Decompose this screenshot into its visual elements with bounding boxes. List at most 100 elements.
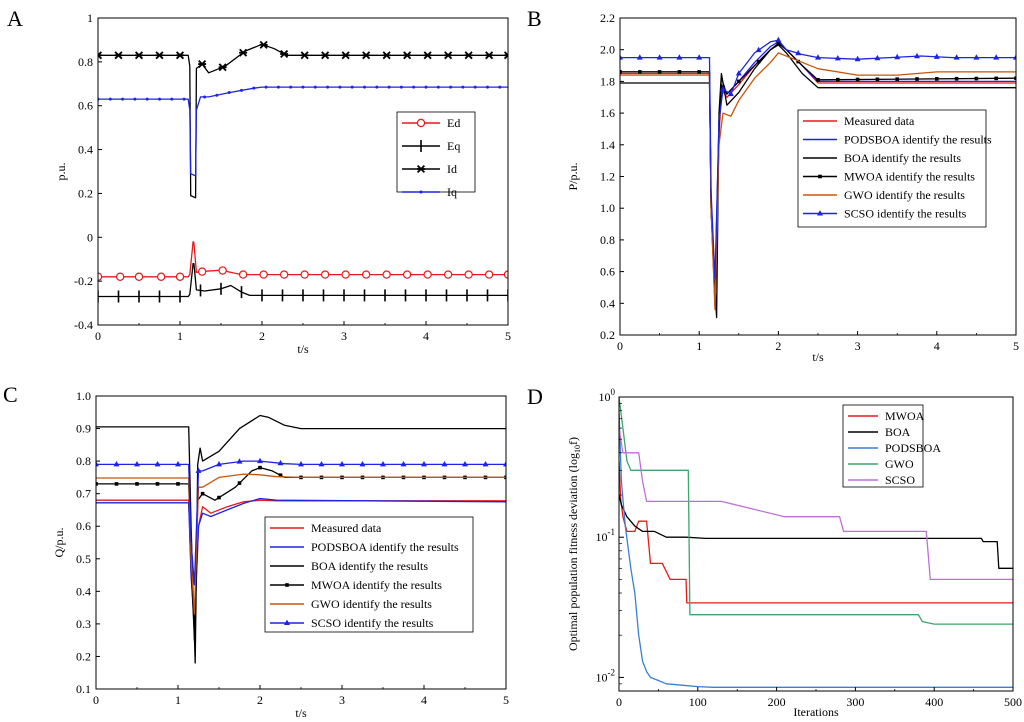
series-line bbox=[619, 427, 1013, 581]
x-tick-label: 3 bbox=[341, 329, 347, 343]
legend-label: SCSO bbox=[885, 473, 915, 487]
series-marker bbox=[276, 85, 280, 89]
series-marker bbox=[399, 85, 403, 89]
series-marker bbox=[421, 460, 427, 467]
x-tick-label: 5 bbox=[505, 329, 511, 343]
legend-label: PODSBOA identify the results bbox=[311, 540, 459, 554]
series-marker bbox=[796, 59, 800, 64]
series-marker bbox=[215, 93, 219, 97]
legend-label: GWO bbox=[885, 457, 914, 471]
legend-marker bbox=[416, 164, 426, 174]
legend: Ed Eq Id Iq bbox=[396, 111, 476, 199]
series-marker bbox=[403, 51, 412, 60]
series-marker bbox=[1013, 54, 1016, 60]
y-tick-label: 1.8 bbox=[600, 74, 615, 88]
series-marker bbox=[994, 76, 998, 81]
series-marker bbox=[359, 460, 366, 467]
y-tick-label: 1.4 bbox=[600, 138, 615, 152]
series-marker bbox=[338, 85, 342, 89]
y-tick-label: 100 bbox=[599, 387, 616, 404]
series-mwoa bbox=[619, 460, 1013, 604]
y-tick-label: 0.6 bbox=[78, 99, 93, 113]
series-line bbox=[96, 460, 506, 586]
x-tick-label: 1 bbox=[177, 329, 183, 343]
legend-entry: GWO identify the results bbox=[270, 597, 432, 611]
y-tick-label: 0.6 bbox=[600, 265, 615, 279]
series-gwo bbox=[619, 397, 1013, 625]
legend-label: MWOA bbox=[885, 409, 925, 423]
legend-entry: PODSBOA identify the results bbox=[803, 133, 992, 147]
series-marker bbox=[300, 270, 309, 279]
chart-panel-d: 0 100 200 300 400 500 10-2 10-1 100 Iterations Opt… bbox=[566, 387, 1022, 719]
legend-marker bbox=[818, 174, 822, 179]
x-tick-label: 300 bbox=[846, 695, 864, 709]
x-tick-label: 200 bbox=[768, 695, 786, 709]
y-axis-label: p.u. bbox=[54, 163, 68, 181]
series-marker bbox=[484, 270, 494, 279]
series-marker bbox=[874, 54, 881, 61]
series-marker bbox=[375, 85, 379, 89]
series-boa bbox=[619, 494, 1013, 569]
series-marker bbox=[298, 460, 304, 467]
series-marker bbox=[258, 465, 262, 470]
series-marker bbox=[227, 91, 231, 95]
series-marker bbox=[914, 52, 920, 59]
panel-letter-b: B bbox=[527, 6, 542, 31]
x-axis-label: Iterations bbox=[793, 705, 839, 719]
series-eq bbox=[98, 262, 508, 303]
y-tick-label: 0.2 bbox=[600, 328, 615, 342]
series-marker bbox=[203, 95, 207, 99]
y-axis-label: Q/p.u. bbox=[52, 528, 66, 558]
series-line bbox=[620, 52, 1016, 311]
legend-label: Iq bbox=[447, 185, 457, 199]
series-scso bbox=[96, 457, 506, 586]
legend-entry: PODSBOA bbox=[848, 441, 941, 455]
series-marker bbox=[156, 272, 166, 281]
series-marker bbox=[895, 77, 899, 81]
series-marker bbox=[656, 54, 663, 60]
y-tick-label: 0 bbox=[87, 230, 93, 244]
series-marker bbox=[264, 85, 268, 89]
legend-label: BOA identify the results bbox=[311, 559, 428, 573]
series-line bbox=[619, 397, 1013, 625]
y-tick-label: 0.5 bbox=[76, 552, 91, 566]
series-marker bbox=[98, 51, 103, 60]
legend-box bbox=[797, 109, 987, 228]
legend-label: Id bbox=[447, 162, 457, 176]
series-marker bbox=[289, 85, 293, 89]
series-marker bbox=[657, 70, 662, 74]
series-marker bbox=[113, 460, 120, 467]
series-marker bbox=[236, 458, 243, 464]
legend: Measured data PODSBOA identify the result… bbox=[264, 516, 474, 633]
y-tick-label: 0.9 bbox=[76, 422, 91, 436]
series-marker bbox=[993, 54, 1000, 60]
y-tick-label: 1.0 bbox=[600, 201, 615, 215]
series-marker bbox=[134, 272, 144, 281]
panel-letter-a: A bbox=[7, 6, 23, 31]
legend-entry: MWOA bbox=[848, 409, 925, 423]
series-marker bbox=[300, 51, 309, 60]
series-marker bbox=[301, 85, 305, 89]
series-marker bbox=[449, 85, 453, 89]
series-marker bbox=[696, 54, 703, 60]
series-marker bbox=[382, 270, 391, 279]
series-marker bbox=[974, 76, 979, 81]
series-marker bbox=[176, 482, 180, 486]
series-marker bbox=[498, 85, 502, 89]
series-line bbox=[619, 494, 1013, 569]
series-marker bbox=[145, 97, 149, 101]
y-tick-label: 0.4 bbox=[600, 296, 615, 310]
legend-marker bbox=[416, 118, 426, 128]
series-marker bbox=[217, 495, 221, 500]
series-line bbox=[619, 460, 1013, 604]
series-line bbox=[620, 39, 1016, 281]
series-marker bbox=[464, 51, 473, 60]
series-marker bbox=[727, 90, 734, 97]
series-marker bbox=[96, 482, 98, 486]
legend-entry: SCSO identify the results bbox=[270, 616, 434, 630]
series-marker bbox=[816, 78, 820, 82]
series-marker bbox=[424, 85, 428, 89]
series-marker bbox=[114, 482, 119, 486]
legend-entry: GWO identify the results bbox=[803, 188, 965, 202]
series-marker bbox=[108, 97, 112, 101]
